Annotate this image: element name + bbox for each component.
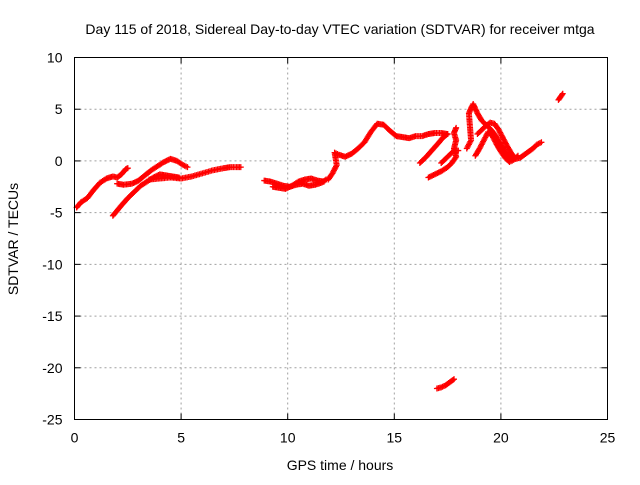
series-arc-11 — [474, 119, 545, 162]
series-arc-7 — [325, 120, 451, 183]
series-arc-15 — [555, 90, 566, 103]
series-arc-3 — [114, 155, 191, 188]
chart-title: Day 115 of 2018, Sidereal Day-to-day VTE… — [85, 21, 594, 37]
series-arc-14 — [433, 376, 457, 392]
data-point — [450, 376, 457, 383]
data-point — [513, 153, 520, 160]
data-point — [444, 131, 451, 138]
y-tick-label: 10 — [47, 50, 63, 66]
data-point — [237, 164, 244, 171]
y-tick-label: 0 — [55, 153, 63, 169]
y-tick-label: -25 — [42, 412, 62, 428]
grid-layer — [74, 57, 608, 420]
x-tick-label: 10 — [280, 430, 296, 446]
x-tick-label: 0 — [71, 430, 79, 446]
x-axis-title: GPS time / hours — [287, 457, 394, 473]
data-point — [449, 376, 456, 383]
series-arc-9 — [425, 124, 460, 181]
y-tick-label: -15 — [42, 308, 62, 324]
data-point — [514, 152, 521, 159]
y-tick-label: 5 — [55, 101, 63, 117]
data-point — [559, 90, 566, 97]
y-tick-label: -5 — [50, 205, 63, 221]
data-point — [455, 147, 462, 154]
series-arc-1 — [73, 165, 131, 211]
data-point — [559, 91, 566, 98]
data-point — [124, 165, 131, 172]
series-arc-12 — [472, 128, 521, 165]
data-point — [320, 178, 327, 185]
series-arc-13 — [438, 147, 462, 166]
y-tick-label: -10 — [42, 256, 62, 272]
series-arc-8 — [416, 131, 451, 166]
data-point — [538, 139, 545, 146]
x-tick-label: 25 — [600, 430, 616, 446]
series-arc-6 — [269, 175, 327, 192]
x-tick-label: 15 — [387, 430, 403, 446]
data-point — [184, 164, 191, 171]
data-point — [443, 131, 450, 138]
x-tick-label: 5 — [177, 430, 185, 446]
x-tick-label: 20 — [493, 430, 509, 446]
y-axis-title: SDTVAR / TECUs — [5, 183, 21, 295]
y-tick-label: -20 — [42, 360, 62, 376]
tick-layer: 0 5 10 15 20 25 -25 -20 -15 -10 -5 0 5 10 — [42, 50, 615, 446]
series-arc-4 — [146, 164, 244, 183]
data-layer — [73, 90, 566, 392]
data-point — [453, 124, 460, 131]
plot-frame — [74, 57, 608, 420]
